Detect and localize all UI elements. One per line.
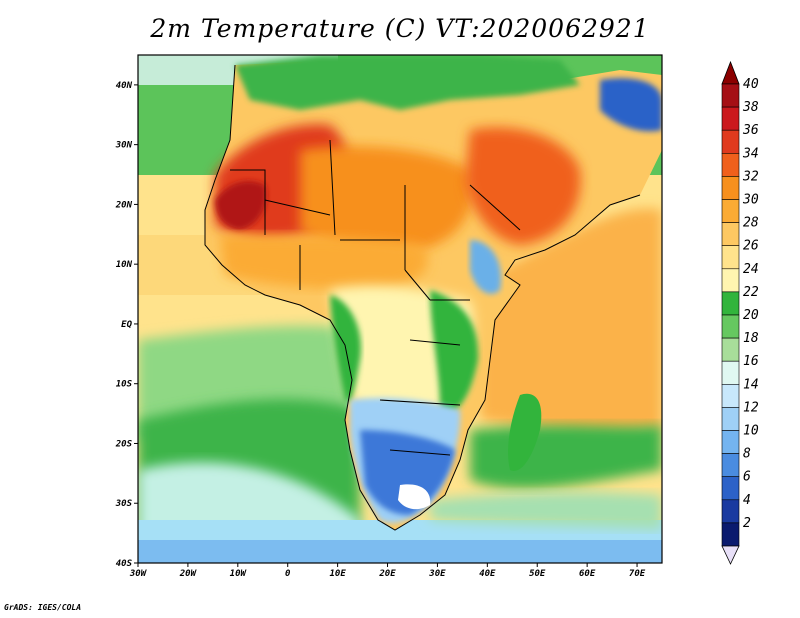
colorbar-label: 6 xyxy=(743,470,751,485)
lon-tick-label: 0 xyxy=(285,569,291,579)
lon-tick-label: 70E xyxy=(629,569,646,579)
colorbar-label: 18 xyxy=(743,331,759,346)
colorbar-label: 20 xyxy=(743,308,759,323)
lon-tick-label: 30E xyxy=(428,569,446,579)
lat-tick-label: 40N xyxy=(116,81,133,91)
lon-tick-label: 30W xyxy=(129,569,148,579)
lon-tick-label: 40E xyxy=(479,569,496,579)
colorbar-label: 30 xyxy=(742,193,759,208)
lat-tick-label: 30N xyxy=(115,141,133,151)
colorbar-swatch xyxy=(721,222,740,247)
colorbar-swatch xyxy=(721,106,740,131)
lat-tick-label: 40S xyxy=(116,559,133,569)
lat-tick-label: 10N xyxy=(116,260,133,270)
lon-tick-label: 50E xyxy=(529,569,546,579)
ethiopian-highlands xyxy=(470,240,501,294)
colorbar-swatch xyxy=(721,430,740,454)
east-africa-green xyxy=(430,290,479,413)
colorbar-label: 22 xyxy=(743,285,759,300)
grads-credit: GrADS: IGES/COLA xyxy=(4,603,82,612)
colorbar-swatch xyxy=(721,268,740,293)
country-borders xyxy=(204,64,641,531)
colorbar-swatch xyxy=(721,176,740,200)
sahara-warm xyxy=(300,146,473,252)
colorbar-label: 26 xyxy=(743,239,759,254)
arabia-hot xyxy=(465,127,581,245)
lat-tick-label: 20S xyxy=(115,439,133,449)
colorbar-label: 4 xyxy=(743,493,751,508)
colorbar-swatch xyxy=(721,453,740,478)
colorbar-bottom-arrow xyxy=(721,545,740,565)
lon-tick-label: 60E xyxy=(579,569,596,579)
lon-tick-label: 20W xyxy=(179,569,198,579)
map-axes: 30W 20W 10W 0 10E 20E 30E 40E 50E 60E 70E 40N 30N 20N… xyxy=(115,81,646,579)
colorbar-label: 34 xyxy=(742,146,759,161)
southern-africa-cold xyxy=(360,430,455,515)
arabian-sea-warm xyxy=(480,208,662,435)
colorbar-label: 40 xyxy=(743,77,759,92)
colorbar-swatch xyxy=(721,407,740,431)
colorbar-label: 24 xyxy=(743,262,759,277)
lon-tick-label: 10E xyxy=(329,569,346,579)
lat-tick-label: EQ xyxy=(121,320,132,330)
colorbar-swatch xyxy=(721,83,740,108)
colorbar-label: 32 xyxy=(742,169,759,184)
southern-ocean-cold xyxy=(138,540,662,563)
iran-plateau-cold xyxy=(600,78,662,132)
colorbar-label: 10 xyxy=(743,424,759,439)
lat-tick-label: 10S xyxy=(116,380,133,390)
lat-tick-label: 20N xyxy=(115,200,133,210)
madagascar xyxy=(508,393,542,471)
temperature-field xyxy=(138,55,662,563)
lat-tick-label: 30S xyxy=(115,499,133,509)
colorbar-swatch xyxy=(721,314,740,339)
lesotho-snow xyxy=(398,484,431,510)
colorbar-label: 14 xyxy=(743,377,759,392)
colorbar-swatch xyxy=(721,522,740,547)
map-title: 2m Temperature (C) VT:2020062921 xyxy=(150,14,650,43)
colorbar-swatch xyxy=(721,337,740,362)
colorbar-label: 16 xyxy=(743,354,759,369)
colorbar-label: 28 xyxy=(743,216,759,231)
colorbar-swatch xyxy=(721,499,740,524)
colorbar-swatch xyxy=(721,360,740,385)
colorbar-label: 2 xyxy=(743,516,751,531)
colorbar-label: 8 xyxy=(743,447,751,462)
colorbar-swatch xyxy=(721,129,740,154)
colorbar-top-arrow xyxy=(721,60,740,85)
lon-tick-label: 20E xyxy=(378,569,396,579)
colorbar-swatch xyxy=(721,383,740,408)
sahara-hottest xyxy=(215,180,267,230)
colorbar-label: 12 xyxy=(743,400,759,415)
colorbar-swatch xyxy=(721,476,740,501)
colorbar-swatch xyxy=(721,291,740,316)
mediterranean-coast xyxy=(235,55,580,110)
colorbar: 40 38 36 34 32 30 28 26 24 22 20 18 16 14 12 10 8 6 4 2 xyxy=(721,60,759,565)
sahel-band xyxy=(220,235,428,290)
colorbar-label: 36 xyxy=(742,123,759,138)
colorbar-swatch xyxy=(721,153,740,177)
indian-ocean-south xyxy=(430,491,662,530)
colorbar-swatch xyxy=(721,199,740,223)
colorbar-swatch xyxy=(721,245,740,270)
lon-tick-label: 10W xyxy=(230,569,248,579)
colorbar-label: 38 xyxy=(742,100,759,115)
map-frame xyxy=(137,54,663,564)
